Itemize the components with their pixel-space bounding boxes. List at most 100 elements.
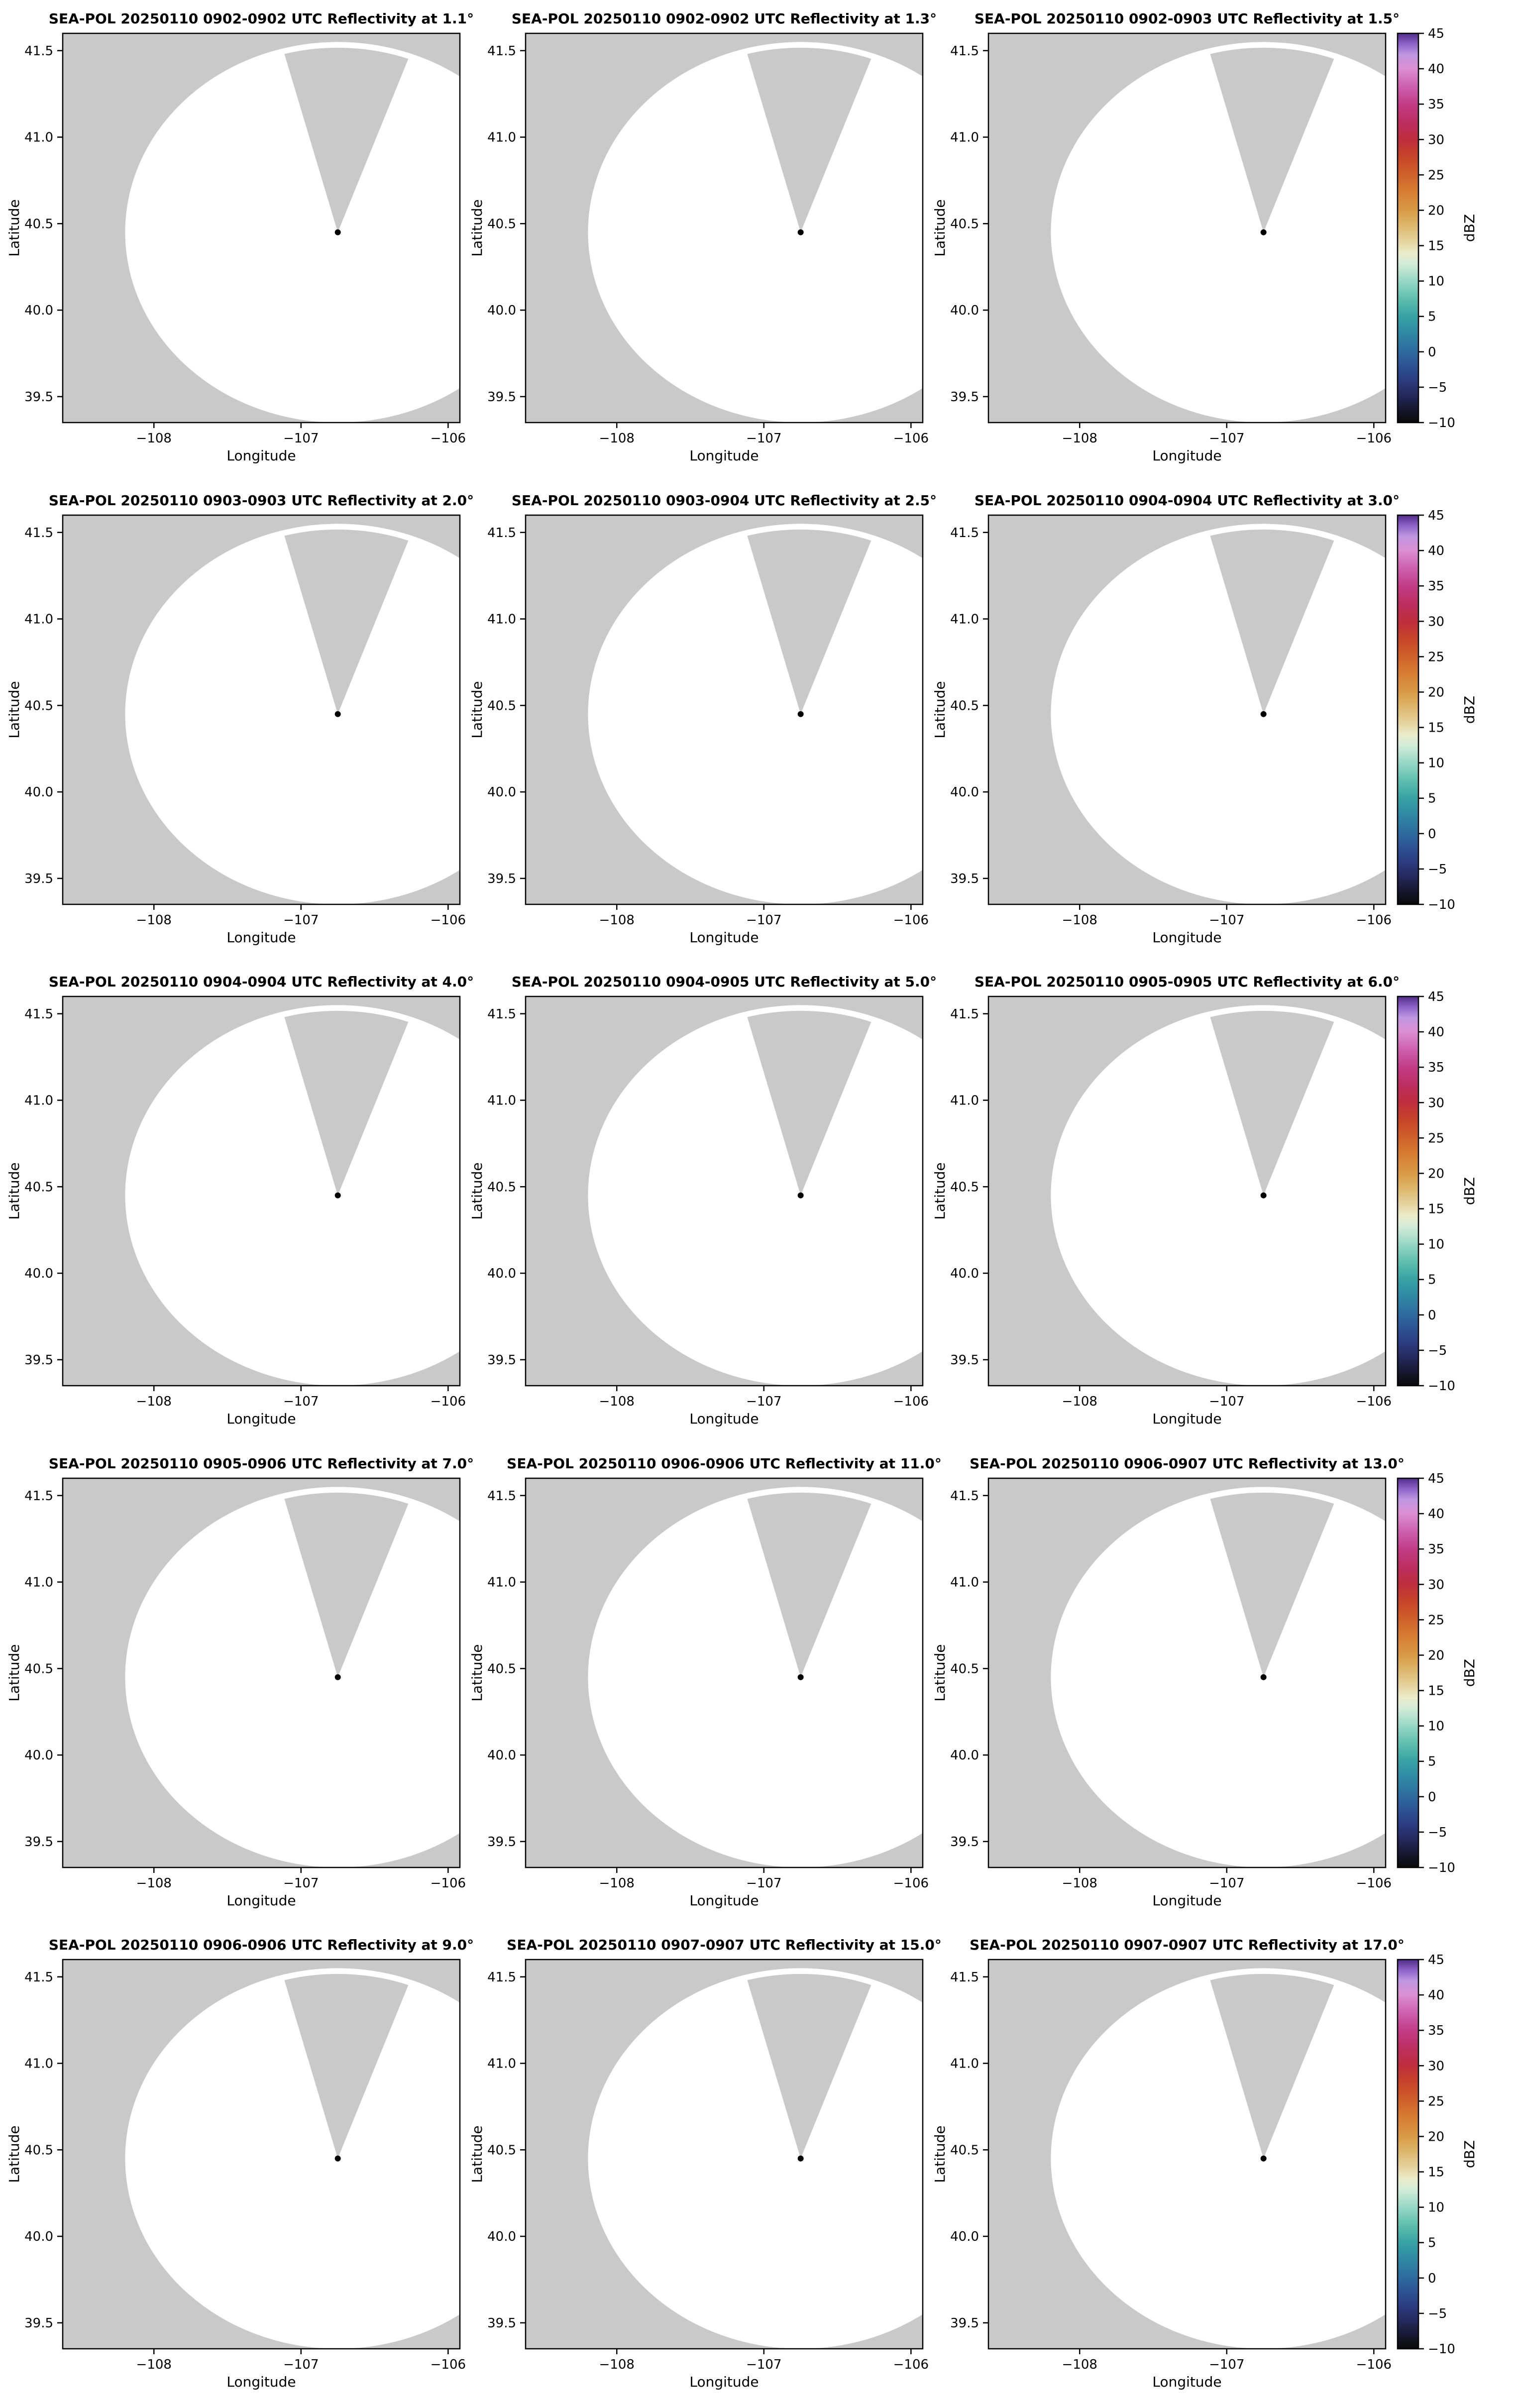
colorbar-row-3: −10 −5 0 5 10 15 20 25 30 35 40 45 dBZ: [1397, 989, 1478, 1394]
y-tick-label: 41.5: [950, 1489, 979, 1504]
y-tick-label: 41.0: [24, 130, 53, 145]
x-tick-label: −108: [599, 1394, 635, 1409]
axes-border: [62, 1959, 461, 2350]
colorbar-tick-label: 35: [1428, 2024, 1444, 2039]
y-tick-label: 40.5: [950, 217, 979, 231]
x-tick-label: −108: [599, 1876, 635, 1891]
axes-border: [525, 32, 924, 424]
axes-border: [62, 995, 461, 1387]
y-tick-label: 39.5: [487, 1835, 516, 1850]
x-tick-label: −106: [893, 2357, 929, 2372]
colorbar-row-2: −10 −5 0 5 10 15 20 25 30 35 40 45 dBZ: [1397, 508, 1478, 912]
x-tick-label: −108: [136, 2357, 172, 2372]
colorbar-tick-label: 45: [1428, 26, 1444, 41]
colorbar-tick-label: 45: [1428, 1953, 1444, 1968]
x-tick-label: −108: [599, 913, 635, 928]
radar-panel-8: −108 −107 −106 41.5 41.0 40.5 40.0 39.5 SEA-POL …: [469, 974, 937, 1427]
panel-title: SEA-POL 20250110 0906-0906 UTC Reflectiv…: [49, 1937, 474, 1953]
y-tick-label: 40.5: [487, 1661, 516, 1676]
y-axis-label: Latitude: [6, 199, 22, 256]
radar-panel-14: −108 −107 −106 41.5 41.0 40.5 40.0 39.5 SEA-POL …: [469, 1937, 942, 2390]
y-tick-label: 39.5: [950, 390, 979, 405]
panel-title: SEA-POL 20250110 0902-0902 UTC Reflectiv…: [512, 10, 937, 27]
colorbar-tick-label: 5: [1428, 1754, 1436, 1769]
blocked-sector-wedge: [747, 529, 871, 714]
y-tick-label: 40.0: [950, 2229, 979, 2244]
colorbar-tick-label: 10: [1428, 1237, 1444, 1252]
colorbar-tick-label: 15: [1428, 1202, 1444, 1217]
colorbar-tick-label: 40: [1428, 1507, 1444, 1522]
panel-title: SEA-POL 20250110 0907-0907 UTC Reflectiv…: [970, 1937, 1405, 1953]
colorbar-tick-label: 10: [1428, 756, 1444, 770]
y-tick-label: 41.0: [950, 1094, 979, 1108]
x-tick-label: −107: [1209, 2357, 1244, 2372]
radar-location-marker: [797, 711, 804, 717]
y-axis-label: Latitude: [6, 2126, 22, 2183]
y-tick-label: 41.0: [24, 1094, 53, 1108]
y-tick-label: 40.0: [24, 303, 53, 318]
colorbar-tick-label: 0: [1428, 826, 1436, 841]
x-tick-label: −108: [136, 1876, 172, 1891]
colorbar-tick-label: 45: [1428, 1471, 1444, 1486]
y-tick-label: 41.5: [487, 44, 516, 59]
axes-border: [62, 1477, 461, 1868]
colorbar-tick-label: 25: [1428, 2094, 1444, 2109]
x-tick-label: −106: [893, 1394, 929, 1409]
y-axis-label: Latitude: [469, 199, 485, 256]
colorbar-tick-label: 35: [1428, 1542, 1444, 1557]
colorbar-tick-label: 15: [1428, 720, 1444, 735]
colorbar-tick-label: −5: [1428, 1343, 1447, 1358]
x-tick-label: −108: [599, 431, 635, 446]
panel-title: SEA-POL 20250110 0902-0902 UTC Reflectiv…: [49, 10, 474, 27]
x-axis-label: Longitude: [226, 1411, 296, 1427]
colorbar-tick-label: 45: [1428, 508, 1444, 523]
colorbar-tick-label: 35: [1428, 579, 1444, 594]
blocked-sector-wedge: [747, 47, 871, 232]
colorbar: [1397, 514, 1419, 905]
colorbar-tick-label: −5: [1428, 862, 1447, 877]
colorbar-tick-label: 0: [1428, 1308, 1436, 1323]
colorbar-tick-label: −10: [1428, 1379, 1455, 1394]
blocked-sector-wedge: [1210, 529, 1334, 714]
x-tick-label: −108: [136, 1394, 172, 1409]
radar-location-marker: [334, 711, 341, 717]
radar-panel-11: −108 −107 −106 41.5 41.0 40.5 40.0 39.5 SEA-POL …: [469, 1455, 942, 1909]
y-tick-label: 40.0: [950, 1748, 979, 1763]
panel-title: SEA-POL 20250110 0905-0906 UTC Reflectiv…: [49, 1455, 474, 1472]
radar-location-marker: [334, 1674, 341, 1680]
colorbar-tick-label: 0: [1428, 1790, 1436, 1805]
y-tick-label: 41.5: [24, 44, 53, 59]
radar-location-marker: [1260, 1674, 1267, 1680]
colorbar-tick-label: 20: [1428, 1167, 1444, 1182]
y-tick-label: 41.0: [487, 1575, 516, 1590]
radar-location-marker: [1260, 1192, 1267, 1199]
x-axis-label: Longitude: [689, 929, 758, 946]
y-tick-label: 40.5: [487, 2143, 516, 2158]
x-tick-label: −107: [1209, 431, 1244, 446]
x-tick-label: −106: [893, 431, 929, 446]
colorbar-tick-label: −10: [1428, 416, 1455, 431]
colorbar-tick-label: −10: [1428, 1861, 1455, 1875]
radar-location-marker: [334, 2156, 341, 2162]
radar-location-marker: [797, 1674, 804, 1680]
y-tick-label: 39.5: [950, 1353, 979, 1368]
colorbar-tick-label: 5: [1428, 2236, 1436, 2251]
x-axis-label: Longitude: [226, 2374, 296, 2390]
colorbar-tick-label: 20: [1428, 685, 1444, 700]
y-tick-label: 39.5: [487, 1353, 516, 1368]
y-tick-label: 40.5: [24, 1661, 53, 1676]
x-axis-label: Longitude: [1152, 1411, 1221, 1427]
y-tick-label: 40.5: [24, 1180, 53, 1195]
x-tick-label: −106: [431, 2357, 466, 2372]
radar-panel-13: −108 −107 −106 41.5 41.0 40.5 40.0 39.5 SEA-POL …: [6, 1937, 474, 2390]
x-tick-label: −107: [1209, 1394, 1244, 1409]
x-tick-label: −107: [1209, 1876, 1244, 1891]
y-tick-label: 41.5: [24, 525, 53, 540]
panel-title: SEA-POL 20250110 0907-0907 UTC Reflectiv…: [507, 1937, 942, 1953]
y-tick-label: 40.0: [487, 1748, 516, 1763]
radar-panel-3: −108 −107 −106 41.5 41.0 40.5 40.0 39.5 SEA-POL …: [932, 10, 1400, 464]
y-axis-label: Latitude: [932, 199, 948, 256]
colorbar-tick-label: −5: [1428, 380, 1447, 395]
y-tick-label: 40.0: [24, 1266, 53, 1281]
colorbar-tick-label: 0: [1428, 2271, 1436, 2286]
